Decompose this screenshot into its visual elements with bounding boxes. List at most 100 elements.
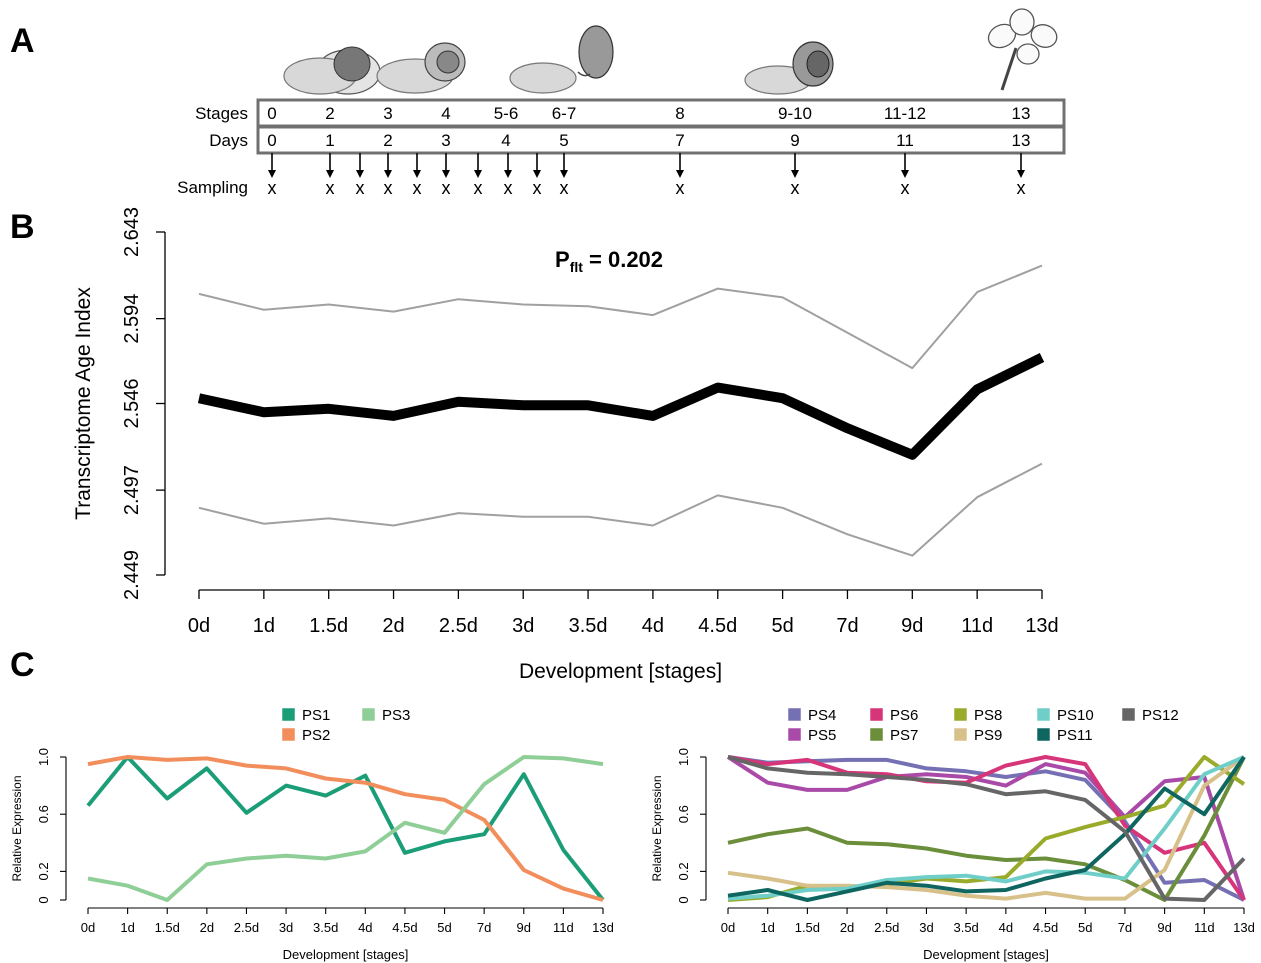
sampling-marker: x <box>901 178 910 198</box>
sampling-marker: x <box>268 178 277 198</box>
legend-label: PS6 <box>890 707 918 724</box>
sampling-arrow-head <box>326 170 334 178</box>
series-line-ps5 <box>726 755 1246 901</box>
series-line-ps6 <box>727 755 1246 902</box>
sampling-marker: x <box>533 178 542 198</box>
stage-label: 5-6 <box>494 104 519 123</box>
x-tick-label: 1d <box>253 615 275 637</box>
x-tick-label: 5d <box>437 920 451 935</box>
x-tick-label: 5d <box>771 615 793 637</box>
legend-label: PS7 <box>890 727 918 744</box>
days-box <box>256 125 1066 155</box>
y-axis-title: Transcriptome Age Index <box>72 287 95 520</box>
day-label: 11 <box>896 131 914 150</box>
series-line-ps7 <box>727 756 1246 902</box>
stage-labels: 0 2 3 4 5-6 6-7 8 9-10 11-12 13 <box>267 104 1030 123</box>
legend-swatch <box>869 727 884 742</box>
y-tick-label: 0 <box>676 896 691 903</box>
x-axis-title: Development [stages] <box>283 947 409 962</box>
y-tick-label: 2.449 <box>121 550 143 600</box>
panel-label-c: C <box>10 646 35 684</box>
sampling-marker: x <box>474 178 483 198</box>
stages-row-label: Stages <box>195 104 248 123</box>
x-tick-label: 1d <box>760 920 774 935</box>
bud-illustration-stage-9-10 <box>744 41 834 95</box>
y-tick-label: 0.6 <box>676 805 691 823</box>
x-tick-label: 2d <box>382 615 404 637</box>
y-tick-label: 1.0 <box>676 748 691 766</box>
legend-label: PS8 <box>974 707 1002 724</box>
stage-label: 9-10 <box>778 104 812 123</box>
day-label: 9 <box>790 131 799 150</box>
legend-label: PS1 <box>302 707 330 724</box>
day-label: 13 <box>1012 131 1031 150</box>
day-label: 7 <box>675 131 684 150</box>
sampling-arrow-head <box>268 170 276 178</box>
legend-label: PS3 <box>382 707 410 724</box>
p-value-annotation: Pflt = 0.202 <box>555 247 663 275</box>
stage-label: 3 <box>383 104 392 123</box>
sampling-arrow-head <box>901 170 909 178</box>
x-tick-label: 1d <box>120 920 134 935</box>
x-tick-label: 7d <box>1118 920 1132 935</box>
day-label: 4 <box>501 131 510 150</box>
legend-label: PS5 <box>808 727 836 744</box>
panel-c-left-chart: 0 0.2 0.6 1.0 0d 1d 1.5d 2d 2.5d 3d 3.5d 4d 4.5d 5d 7d… <box>10 707 614 962</box>
bud-illustration-stage-3-4 <box>376 42 466 94</box>
legend-label: PS2 <box>302 727 330 744</box>
day-label: 3 <box>441 131 450 150</box>
sampling-row-label: Sampling <box>177 178 248 197</box>
legend-swatch <box>1121 707 1136 722</box>
sampling-marker: x <box>384 178 393 198</box>
x-tick-label: 13d <box>592 920 614 935</box>
legend-swatch <box>1036 727 1051 742</box>
x-tick-label: 11d <box>553 920 574 935</box>
x-tick-label: 7d <box>477 920 491 935</box>
y-axis-title: Relative Expression <box>650 775 664 881</box>
x-tick-label: 3d <box>512 615 534 637</box>
sampling-arrow-head <box>504 170 512 178</box>
sampling-arrow-head <box>560 170 568 178</box>
y-tick-label: 0 <box>36 896 51 903</box>
sampling-marker: x <box>413 178 422 198</box>
sampling-marker: x <box>791 178 800 198</box>
stage-label: 4 <box>441 104 450 123</box>
x-tick-label: 13d <box>1233 920 1255 935</box>
x-tick-label: 0d <box>81 920 95 935</box>
x-tick-label: 4d <box>642 615 664 637</box>
sampling-arrow-head <box>1017 170 1025 178</box>
x-tick-label: 11d <box>961 615 993 637</box>
series-line-series <box>198 264 1043 370</box>
y-tick-label: 2.497 <box>121 465 143 515</box>
legend-swatch <box>953 707 968 722</box>
x-tick-label: 2d <box>840 920 854 935</box>
panel-b-tai-chart: 2.449 2.497 2.546 2.594 2.643 0d 1d 1.5d 2d 2.5d 3… <box>72 207 1059 683</box>
sampling-arrow-head <box>791 170 799 178</box>
x-tick-label: 11d <box>1194 920 1215 935</box>
stages-box <box>256 98 1066 128</box>
series-line-ps12 <box>727 755 1246 902</box>
series-line-ps11 <box>727 755 1246 902</box>
legend-swatch <box>361 707 376 722</box>
stage-label: 13 <box>1012 104 1031 123</box>
sampling-arrow-head <box>474 170 482 178</box>
stage-label: 11-12 <box>884 104 926 123</box>
legend-label: PS11 <box>1057 727 1093 744</box>
x-tick-label: 2.5d <box>874 920 899 935</box>
sampling-marker: x <box>326 178 335 198</box>
legend-swatch <box>787 727 802 742</box>
panel-label-b: B <box>10 208 35 246</box>
legend-label: PS9 <box>974 727 1002 744</box>
legend: PS1 PS2 PS3 <box>281 707 410 744</box>
panel-a-timeline: Stages Days Sampling 0 2 3 4 5-6 6-7 8 9-10 11-1… <box>177 8 1066 198</box>
y-tick-label: 2.594 <box>121 294 143 344</box>
sampling-marker: x <box>676 178 685 198</box>
legend-swatch <box>1036 707 1051 722</box>
legend-swatch <box>281 707 296 722</box>
sampling-arrow-head <box>676 170 684 178</box>
sampling-marker: x <box>442 178 451 198</box>
x-axis-title: Development [stages] <box>519 660 722 683</box>
x-tick-label: 4.5d <box>392 920 417 935</box>
bud-illustration-stage-6-7 <box>509 25 614 94</box>
